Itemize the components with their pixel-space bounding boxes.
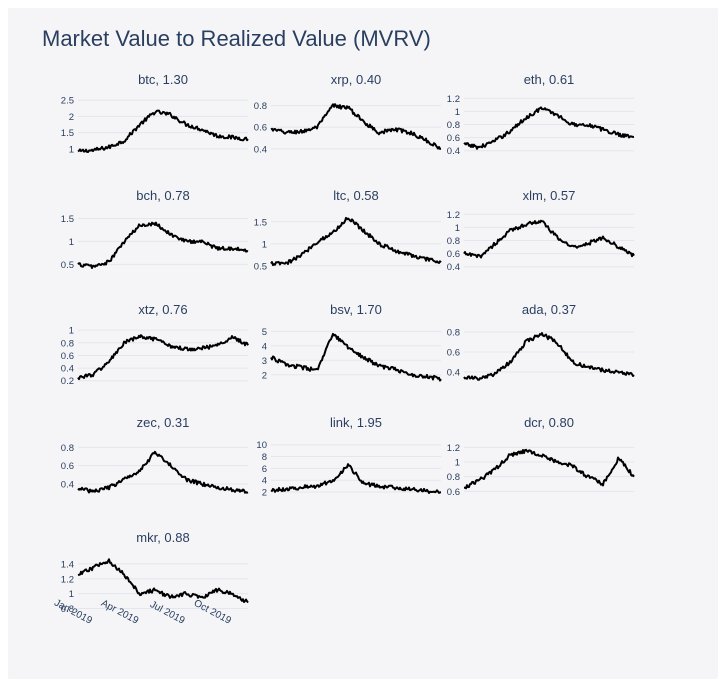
subplot-xtz: xtz, 0.76 10.8 0.6 0.40.2 [61, 302, 249, 387]
y-tick-label: 8 [262, 452, 267, 463]
y-tick-label: 0.6 [447, 249, 460, 260]
subplot-title: link, 1.95 [330, 415, 382, 430]
x-tick-label: Jan 2019 [52, 598, 94, 627]
series-line [77, 558, 249, 604]
y-tick-label: 1 [455, 107, 460, 118]
y-tick-label: 0.8 [447, 472, 460, 483]
subplot-title: xtz, 0.76 [138, 302, 187, 317]
series-line [77, 109, 249, 153]
series-line [463, 106, 635, 150]
y-tick-label: 1 [455, 223, 460, 234]
x-tick-label: Jul 2019 [148, 599, 187, 627]
y-tick-label: 1.5 [61, 214, 74, 225]
y-tick-label: 0.8 [61, 338, 74, 349]
y-tick-label: 4 [262, 341, 267, 352]
y-tick-label: 0.4 [447, 368, 460, 379]
y-tick-label: 0.8 [254, 101, 267, 112]
y-tick-label: 3 [262, 356, 267, 367]
x-tick-label: Apr 2019 [99, 598, 140, 627]
y-tick-label: 0.5 [254, 261, 267, 272]
y-tick-label: 0.8 [61, 604, 74, 615]
y-tick-label: 0.4 [61, 364, 74, 375]
series-line [77, 334, 249, 381]
y-tick-label: 0.8 [61, 443, 74, 454]
subplot-xrp: xrp, 0.40 0.8 0.6 0.4 [254, 72, 442, 155]
series-line [77, 221, 249, 269]
y-tick-label: 1 [69, 589, 74, 600]
series-line [463, 332, 635, 381]
page-title: Market Value to Realized Value (MVRV) [42, 26, 431, 51]
y-tick-label: 0.6 [447, 348, 460, 359]
subplot-xlm: xlm, 0.57 1.2 1 0.8 0.6 0.4 [447, 188, 635, 273]
subplot-title: ada, 0.37 [522, 302, 576, 317]
y-tick-label: 2.5 [61, 96, 74, 107]
subplot-title: dcr, 0.80 [524, 415, 574, 430]
y-tick-label: 2 [262, 488, 267, 499]
y-tick-label: 2 [262, 370, 267, 381]
subplot-title: ltc, 0.58 [333, 188, 379, 203]
subplot-ltc: ltc, 0.58 1.5 1 0.5 [254, 188, 442, 272]
subplot-title: zec, 0.31 [137, 415, 190, 430]
y-tick-label: 1 [69, 326, 74, 337]
y-tick-label: 0.2 [61, 376, 74, 387]
subplot-title: xlm, 0.57 [523, 188, 576, 203]
subplot-eth: eth, 0.61 1.2 1 0.8 0.6 0.4 [447, 72, 635, 157]
y-tick-label: 1 [69, 237, 74, 248]
y-tick-label: 0.4 [447, 146, 460, 157]
subplot-zec: zec, 0.31 0.8 0.6 0.4 [61, 415, 249, 494]
subplot-title: xrp, 0.40 [331, 72, 382, 87]
y-tick-label: 0.6 [447, 133, 460, 144]
x-tick-label: Oct 2019 [192, 598, 233, 627]
y-tick-label: 1.2 [447, 94, 460, 105]
series-line [463, 219, 635, 259]
y-tick-label: 0.6 [447, 487, 460, 498]
y-tick-label: 1 [69, 144, 74, 155]
series-line [463, 448, 635, 490]
y-tick-label: 4 [262, 476, 267, 487]
y-tick-label: 1 [455, 458, 460, 469]
y-tick-label: 0.6 [61, 461, 74, 472]
y-tick-label: 0.8 [447, 328, 460, 339]
subplot-btc: btc, 1.30 2.5 2 1.5 1 [61, 72, 249, 155]
subplot-bch: bch, 0.78 1.5 1 0.5 [61, 188, 249, 271]
y-tick-label: 2 [69, 112, 74, 123]
y-tick-label: 0.6 [61, 351, 74, 362]
y-tick-label: 6 [262, 464, 267, 475]
y-tick-label: 10 [256, 440, 267, 451]
series-line [270, 463, 442, 494]
y-tick-label: 0.6 [254, 123, 267, 134]
subplot-title: bch, 0.78 [136, 188, 190, 203]
series-line [270, 103, 442, 150]
subplot-title: eth, 0.61 [524, 72, 575, 87]
subplot-title: mkr, 0.88 [136, 530, 189, 545]
y-tick-label: 1.2 [447, 443, 460, 454]
y-tick-label: 1.5 [254, 217, 267, 228]
subplot-dcr: dcr, 0.80 1.2 1 0.8 0.6 [447, 415, 635, 498]
y-tick-label: 0.5 [61, 260, 74, 271]
y-tick-label: 0.8 [447, 236, 460, 247]
y-tick-label: 1.2 [61, 574, 74, 585]
y-tick-label: 0.4 [447, 262, 460, 273]
y-tick-label: 1.5 [61, 128, 74, 139]
subplot-title: bsv, 1.70 [330, 302, 382, 317]
subplot-title: btc, 1.30 [138, 72, 188, 87]
series-line [77, 450, 249, 494]
y-tick-label: 0.4 [254, 144, 267, 155]
subplot-bsv: bsv, 1.70 5 4 3 2 [262, 302, 442, 382]
y-tick-label: 1 [262, 239, 267, 250]
y-tick-label: 0.4 [61, 480, 74, 491]
y-tick-label: 1.2 [447, 210, 460, 221]
subplot-ada: ada, 0.37 0.8 0.6 0.4 [447, 302, 635, 381]
series-line [270, 332, 442, 382]
series-line [270, 216, 442, 267]
y-tick-label: 1.4 [61, 559, 74, 570]
y-tick-label: 5 [262, 327, 267, 338]
y-tick-label: 0.8 [447, 120, 460, 131]
